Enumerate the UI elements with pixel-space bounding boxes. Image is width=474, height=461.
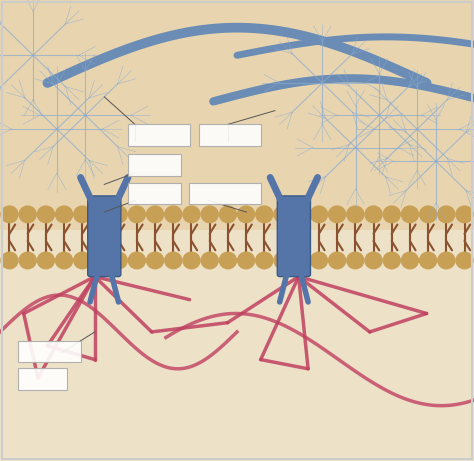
Circle shape xyxy=(401,206,419,223)
Circle shape xyxy=(292,206,309,223)
Circle shape xyxy=(328,252,346,269)
Circle shape xyxy=(19,206,36,223)
Circle shape xyxy=(256,206,273,223)
Circle shape xyxy=(419,206,437,223)
Circle shape xyxy=(328,206,346,223)
FancyBboxPatch shape xyxy=(88,196,121,277)
Circle shape xyxy=(55,206,73,223)
Circle shape xyxy=(347,206,364,223)
Circle shape xyxy=(237,252,255,269)
Circle shape xyxy=(128,252,146,269)
Circle shape xyxy=(347,252,364,269)
Circle shape xyxy=(365,206,382,223)
FancyBboxPatch shape xyxy=(277,196,310,277)
FancyBboxPatch shape xyxy=(189,183,261,204)
Circle shape xyxy=(92,206,109,223)
Circle shape xyxy=(146,252,164,269)
Circle shape xyxy=(165,252,182,269)
Circle shape xyxy=(55,252,73,269)
Circle shape xyxy=(274,252,291,269)
Circle shape xyxy=(365,252,382,269)
Circle shape xyxy=(146,206,164,223)
Circle shape xyxy=(74,252,91,269)
FancyBboxPatch shape xyxy=(18,368,67,390)
Circle shape xyxy=(201,206,218,223)
Circle shape xyxy=(456,252,473,269)
FancyBboxPatch shape xyxy=(128,124,190,146)
Circle shape xyxy=(310,252,328,269)
Circle shape xyxy=(37,206,55,223)
Circle shape xyxy=(19,252,36,269)
Circle shape xyxy=(92,252,109,269)
Circle shape xyxy=(183,252,200,269)
Circle shape xyxy=(383,206,400,223)
Circle shape xyxy=(401,252,419,269)
FancyBboxPatch shape xyxy=(18,341,81,362)
FancyBboxPatch shape xyxy=(0,230,474,461)
Circle shape xyxy=(274,206,291,223)
FancyBboxPatch shape xyxy=(128,154,181,176)
Circle shape xyxy=(183,206,200,223)
Circle shape xyxy=(1,206,18,223)
Circle shape xyxy=(237,206,255,223)
Circle shape xyxy=(419,252,437,269)
Circle shape xyxy=(110,206,127,223)
Circle shape xyxy=(201,252,218,269)
Circle shape xyxy=(383,252,400,269)
Circle shape xyxy=(165,206,182,223)
Circle shape xyxy=(1,252,18,269)
Circle shape xyxy=(74,206,91,223)
Circle shape xyxy=(128,206,146,223)
Circle shape xyxy=(110,252,127,269)
Circle shape xyxy=(456,206,473,223)
Circle shape xyxy=(438,252,455,269)
FancyBboxPatch shape xyxy=(128,183,181,204)
Circle shape xyxy=(310,206,328,223)
Circle shape xyxy=(219,252,237,269)
Circle shape xyxy=(37,252,55,269)
Circle shape xyxy=(438,206,455,223)
Circle shape xyxy=(219,206,237,223)
FancyBboxPatch shape xyxy=(0,0,474,230)
Circle shape xyxy=(256,252,273,269)
FancyBboxPatch shape xyxy=(199,124,261,146)
Circle shape xyxy=(292,252,309,269)
